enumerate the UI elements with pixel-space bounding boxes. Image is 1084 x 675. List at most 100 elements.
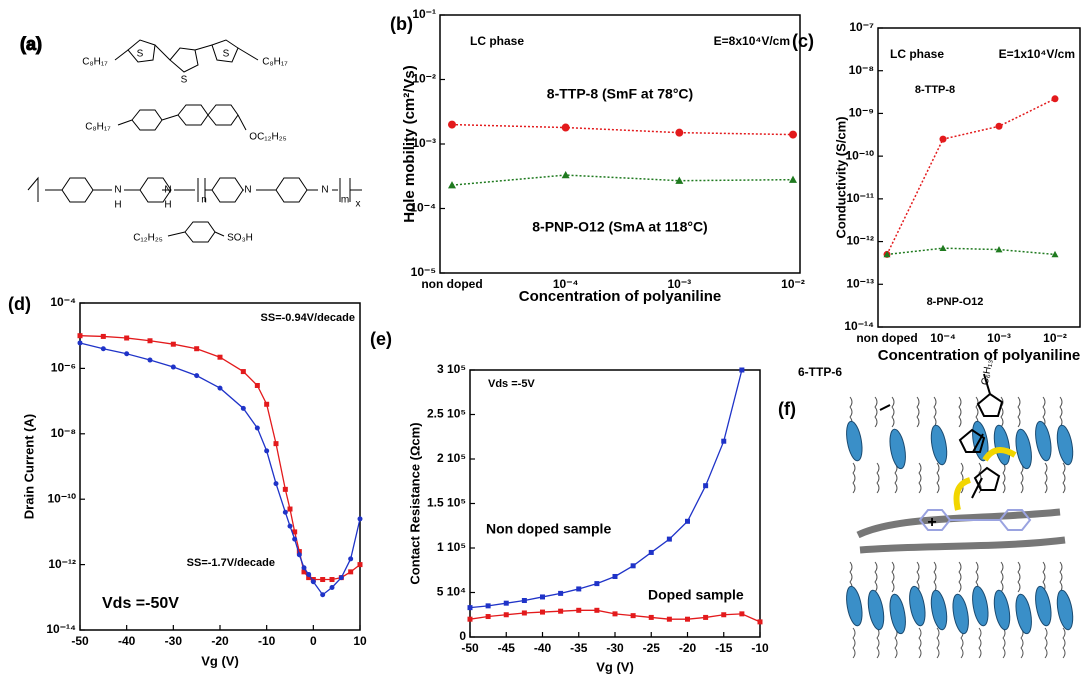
- alkyl-chain: [916, 396, 920, 428]
- series-label: 8-TTP-8 (SmF at 78°C): [547, 86, 693, 102]
- y-tick-label: 10⁻⁸: [849, 63, 874, 77]
- x-tick-label: 10: [353, 634, 367, 648]
- charge-label: +: [927, 514, 936, 531]
- marker: [282, 486, 288, 492]
- marker: [939, 244, 947, 251]
- alkyl-chain: [918, 627, 922, 659]
- annotation: Vds =-50V: [102, 595, 179, 612]
- marker: [1051, 250, 1059, 258]
- alkyl-chain: [958, 396, 962, 428]
- y-tick-label: 10⁻⁵: [411, 265, 436, 279]
- marker: [675, 176, 684, 184]
- y-tick-label: 3 10⁵: [437, 362, 466, 376]
- marker: [254, 425, 260, 431]
- y-tick-label: 10⁻¹²: [846, 234, 874, 248]
- y-tick-label: 10⁻¹⁰: [48, 491, 77, 505]
- alkyl-chain: [1042, 561, 1046, 593]
- ring: [207, 104, 239, 126]
- alkyl-chain: [936, 462, 940, 494]
- x-tick-label: -25: [643, 641, 661, 655]
- x-tick-label: -45: [498, 641, 516, 655]
- marker: [147, 357, 153, 363]
- series-line: [451, 123, 794, 136]
- bond: [237, 114, 247, 131]
- y-tick-label: 10⁻¹⁰: [846, 148, 875, 162]
- chart: (b) 10⁻⁵ 10⁻⁴ 10⁻³ 10⁻² 10⁻¹ non doped 10⁻⁴ 10⁻³…: [390, 7, 805, 305]
- marker: [348, 556, 354, 562]
- panel-label: (d): [8, 294, 31, 314]
- x-tick-label: -20: [679, 641, 697, 655]
- marker: [648, 614, 654, 620]
- marker: [561, 171, 570, 179]
- marker: [296, 552, 302, 558]
- mesogen: [889, 428, 906, 470]
- y-tick-label: 10⁻¹¹: [846, 191, 874, 205]
- marker: [348, 569, 354, 575]
- x-axis-label: Vg (V): [201, 653, 239, 668]
- series-line: [469, 369, 743, 609]
- alkyl-chain: [933, 396, 937, 428]
- alkyl-chain: [874, 561, 878, 593]
- bond: [194, 44, 213, 51]
- x-tick-label: -30: [165, 634, 183, 648]
- alkyl-chain: [874, 396, 878, 428]
- marker: [666, 616, 672, 622]
- series-label: Non doped sample: [486, 521, 611, 537]
- structures: (a): [20, 33, 362, 243]
- marker: [521, 610, 527, 616]
- substituent-label: C₆H₁₃: [980, 359, 995, 386]
- x-tick-label: -40: [534, 641, 552, 655]
- ring: [131, 109, 163, 131]
- mesogen: [846, 585, 863, 627]
- y-tick-label: 1.5 10⁵: [427, 496, 466, 510]
- alkyl-chain: [918, 462, 922, 494]
- marker: [306, 575, 312, 581]
- alkyl-chain: [1062, 627, 1066, 659]
- marker: [789, 175, 797, 183]
- marker: [329, 577, 335, 583]
- y-axis-label: Conductivity (S/cm): [833, 116, 848, 238]
- marker: [540, 594, 545, 600]
- marker: [995, 246, 1003, 253]
- bond: [214, 231, 225, 237]
- schematic: (f) 6-TTP-6 C₆H₁₃ +: [778, 359, 1074, 659]
- alkyl-chain: [1042, 396, 1046, 428]
- atom-label: C₁₂H₂₅: [133, 233, 163, 244]
- x-tick-label: -40: [118, 634, 136, 648]
- chart: (e) 0 5 10⁴ 1 10⁵ 1.5 10⁵ 2 10⁵ 2.5 10⁵ 3 10⁵ -5…: [370, 329, 769, 675]
- polyaniline-unit: [918, 509, 1032, 531]
- marker: [675, 128, 684, 137]
- mesogen: [889, 593, 906, 635]
- marker: [703, 614, 709, 620]
- y-axis-label: Drain Current (A): [21, 414, 36, 519]
- mesogen: [909, 585, 926, 627]
- x-tick-label: non doped: [421, 277, 482, 291]
- marker: [448, 181, 456, 189]
- marker: [100, 346, 106, 352]
- polymer-chain: [856, 508, 1066, 554]
- mesogen: [867, 589, 885, 631]
- x-axis-label: Concentration of polyaniline: [519, 288, 722, 305]
- x-tick-label: -50: [461, 641, 479, 655]
- marker: [301, 565, 307, 571]
- atom-label: n: [201, 195, 207, 206]
- plot-frame: [79, 302, 361, 631]
- marker: [77, 333, 83, 339]
- chart: (d) 10⁻¹⁴ 10⁻¹² 10⁻¹⁰ 10⁻⁸ 10⁻⁶ 10⁻⁴ -50 -40 -30 -…: [8, 294, 367, 669]
- marker: [703, 483, 709, 489]
- mesogen: [1015, 428, 1032, 470]
- marker: [467, 605, 473, 611]
- annotation: SS=-1.7V/decade: [187, 557, 275, 569]
- atom-label: S: [137, 49, 144, 60]
- bond: [114, 49, 129, 61]
- alkyl-chain: [852, 462, 856, 494]
- bracket: [27, 176, 39, 202]
- y-tick-label: 10⁻⁷: [849, 20, 874, 34]
- bond: [117, 119, 133, 126]
- marker: [685, 616, 690, 622]
- marker: [630, 613, 636, 619]
- marker: [448, 120, 456, 129]
- marker: [883, 250, 891, 258]
- alkyl-chain: [1017, 396, 1021, 428]
